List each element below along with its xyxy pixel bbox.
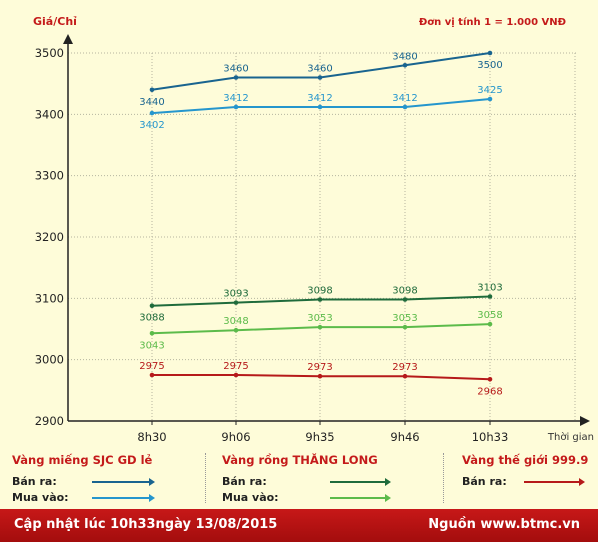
- legend-row-the-gioi-ban-ra: Bán ra:: [462, 475, 507, 489]
- data-label: 3093: [223, 289, 248, 300]
- y-tick-label: 3200: [35, 230, 64, 244]
- data-point: [233, 75, 239, 80]
- data-label: 3412: [307, 93, 332, 104]
- data-point: [149, 372, 155, 378]
- x-tick-label: 9h35: [305, 430, 334, 444]
- legend-swatch-sjc-mua-vao: [92, 494, 155, 502]
- data-label: 3053: [392, 313, 417, 324]
- x-tick-label: 9h46: [390, 430, 419, 444]
- data-label: 2973: [307, 362, 332, 373]
- data-label: 3412: [392, 93, 417, 104]
- data-point: [233, 327, 239, 333]
- y-tick-label: 2900: [35, 414, 64, 428]
- data-point: [233, 372, 239, 378]
- data-point: [317, 324, 323, 330]
- legend-row-thang-long-ban-ra: Bán ra:: [222, 475, 267, 489]
- data-point: [487, 96, 493, 102]
- data-label: 3412: [223, 93, 248, 104]
- footer-bar: Cập nhật lúc 10h33ngày 13/08/2015 Nguồn …: [0, 509, 598, 542]
- data-label: 3053: [307, 313, 332, 324]
- source-link[interactable]: Nguồn www.btmc.vn: [428, 517, 580, 532]
- data-label: 3500: [477, 60, 502, 71]
- data-label: 3088: [139, 313, 164, 324]
- x-tick-label: 10h33: [472, 430, 509, 444]
- data-label: 3103: [477, 282, 502, 293]
- data-point: [487, 321, 493, 327]
- legend-swatch-thang-long-mua-vao: [330, 494, 391, 502]
- legend-label: Bán ra:: [222, 475, 267, 488]
- x-axis-title: Thời gian: [547, 431, 594, 443]
- data-label: 3402: [139, 120, 164, 131]
- legend-row-sjc-mua-vao: Mua vào:: [12, 491, 69, 505]
- data-label: 2968: [477, 386, 502, 397]
- data-label: 3440: [139, 97, 164, 108]
- data-point: [317, 373, 323, 379]
- x-axis-arrow: [580, 416, 590, 426]
- legend-label: Mua vào:: [12, 491, 69, 504]
- legend-row-sjc-ban-ra: Bán ra:: [12, 475, 57, 489]
- data-point: [317, 75, 323, 80]
- data-label: 3480: [392, 51, 417, 62]
- data-point: [317, 104, 323, 110]
- data-point: [317, 297, 323, 302]
- data-point: [402, 373, 408, 379]
- data-label: 2975: [223, 361, 248, 372]
- y-axis-arrow: [63, 34, 73, 44]
- data-point: [402, 62, 408, 68]
- update-timestamp: Cập nhật lúc 10h33ngày 13/08/2015: [14, 517, 278, 532]
- data-label: 2973: [392, 362, 417, 373]
- legend-swatch-thang-long-ban-ra: [330, 478, 391, 486]
- data-point: [149, 330, 155, 336]
- y-tick-label: 3000: [35, 353, 64, 367]
- data-point: [149, 303, 155, 308]
- data-label: 3098: [392, 286, 417, 297]
- legend-title-thang-long: Vàng rồng THĂNG LONG: [222, 453, 378, 467]
- legend-label: Bán ra:: [462, 475, 507, 488]
- data-point: [233, 104, 239, 110]
- data-label: 3425: [477, 85, 502, 96]
- data-point: [233, 300, 239, 305]
- legend-title-the-gioi: Vàng thế giới 999.9: [462, 453, 589, 467]
- legend-row-thang-long-mua-vao: Mua vào:: [222, 491, 279, 505]
- legend-group-thang-long: Vàng rồng THĂNG LONG Bán ra: Mua vào:: [222, 447, 437, 509]
- data-label: 3460: [307, 64, 332, 75]
- data-point: [487, 376, 493, 382]
- data-point: [402, 297, 408, 302]
- data-point: [487, 294, 493, 299]
- y-tick-label: 3400: [35, 107, 64, 121]
- data-label: 3058: [477, 310, 502, 321]
- y-tick-label: 3500: [35, 46, 64, 60]
- data-point: [402, 324, 408, 330]
- data-point: [149, 110, 155, 116]
- data-label: 3460: [223, 64, 248, 75]
- data-label: 3043: [139, 340, 164, 351]
- x-tick-label: 9h06: [221, 430, 250, 444]
- legend-title-sjc: Vàng miếng SJC GD lẻ: [12, 453, 153, 467]
- legend-divider: [443, 453, 444, 503]
- data-label: 3098: [307, 286, 332, 297]
- y-axis-unit-label: Giá/Chỉ: [33, 15, 77, 28]
- data-point: [402, 104, 408, 110]
- data-label: 3048: [223, 316, 248, 327]
- legend-swatch-sjc-ban-ra: [92, 478, 155, 486]
- legend-label: Mua vào:: [222, 491, 279, 504]
- legend-divider: [205, 453, 206, 503]
- y-tick-label: 3300: [35, 169, 64, 183]
- legend-group-sjc: Vàng miếng SJC GD lẻ Bán ra: Mua vào:: [12, 447, 202, 509]
- data-point: [487, 50, 493, 56]
- y-tick-label: 3100: [35, 291, 64, 305]
- legend-group-the-gioi: Vàng thế giới 999.9 Bán ra:: [462, 447, 592, 509]
- unit-note: Đơn vị tính 1 = 1.000 VNĐ: [419, 16, 566, 28]
- legend: Vàng miếng SJC GD lẻ Bán ra: Mua vào: Và…: [0, 447, 598, 509]
- legend-label: Bán ra:: [12, 475, 57, 488]
- data-point: [149, 87, 155, 93]
- line-chart: 2900 3000 3100 3200 3300 3400 3500 8h30 9h06 9h35…: [33, 15, 594, 444]
- x-tick-label: 8h30: [137, 430, 166, 444]
- legend-swatch-the-gioi-ban-ra: [524, 478, 585, 486]
- data-label: 2975: [139, 361, 164, 372]
